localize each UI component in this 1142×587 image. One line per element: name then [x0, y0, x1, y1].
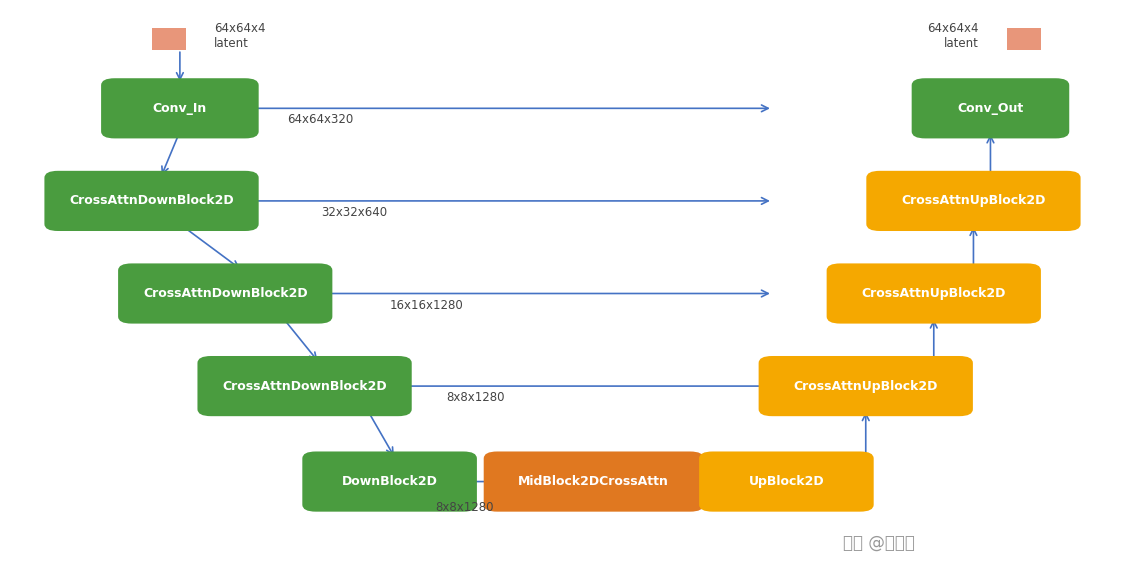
Text: UpBlock2D: UpBlock2D: [749, 475, 825, 488]
Text: CrossAttnUpBlock2D: CrossAttnUpBlock2D: [901, 194, 1046, 207]
Text: 知乎 @小小将: 知乎 @小小将: [843, 534, 915, 551]
Text: 64x64x4
latent: 64x64x4 latent: [927, 22, 979, 50]
FancyBboxPatch shape: [198, 356, 412, 416]
Text: CrossAttnDownBlock2D: CrossAttnDownBlock2D: [143, 287, 307, 300]
Text: Conv_Out: Conv_Out: [957, 102, 1023, 115]
FancyBboxPatch shape: [303, 451, 477, 512]
FancyBboxPatch shape: [1007, 28, 1042, 50]
Text: 8x8x1280: 8x8x1280: [435, 501, 493, 514]
FancyBboxPatch shape: [699, 451, 874, 512]
Text: 8x8x1280: 8x8x1280: [447, 391, 505, 404]
Text: CrossAttnDownBlock2D: CrossAttnDownBlock2D: [223, 380, 387, 393]
Text: MidBlock2DCrossAttn: MidBlock2DCrossAttn: [518, 475, 669, 488]
Text: 64x64x4
latent: 64x64x4 latent: [214, 22, 265, 50]
FancyBboxPatch shape: [118, 264, 332, 323]
Text: DownBlock2D: DownBlock2D: [341, 475, 437, 488]
FancyBboxPatch shape: [484, 451, 703, 512]
Text: CrossAttnUpBlock2D: CrossAttnUpBlock2D: [861, 287, 1006, 300]
Text: Conv_In: Conv_In: [153, 102, 207, 115]
Text: 16x16x1280: 16x16x1280: [389, 299, 464, 312]
Text: 32x32x640: 32x32x640: [322, 206, 388, 219]
FancyBboxPatch shape: [827, 264, 1040, 323]
Text: CrossAttnUpBlock2D: CrossAttnUpBlock2D: [794, 380, 938, 393]
Text: 64x64x320: 64x64x320: [288, 113, 354, 126]
FancyBboxPatch shape: [911, 78, 1069, 139]
FancyBboxPatch shape: [45, 171, 259, 231]
FancyBboxPatch shape: [758, 356, 973, 416]
FancyBboxPatch shape: [867, 171, 1080, 231]
Text: CrossAttnDownBlock2D: CrossAttnDownBlock2D: [70, 194, 234, 207]
FancyBboxPatch shape: [152, 28, 185, 50]
FancyBboxPatch shape: [102, 78, 259, 139]
